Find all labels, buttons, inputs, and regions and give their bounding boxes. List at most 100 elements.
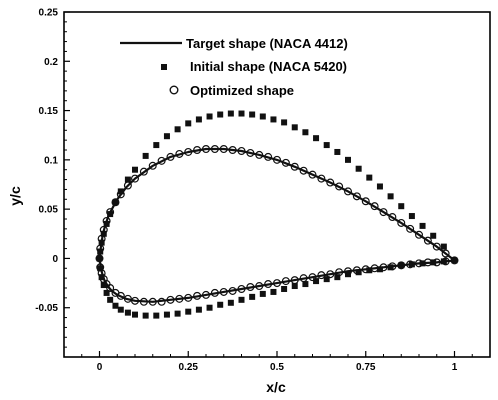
initial-shape-point bbox=[124, 309, 131, 316]
initial-shape-point bbox=[153, 142, 160, 149]
initial-shape-point bbox=[302, 281, 309, 288]
initial-shape-point bbox=[302, 129, 309, 136]
optimized-shape-point bbox=[246, 148, 255, 157]
initial-shape-point bbox=[185, 308, 192, 315]
optimized-shape-point bbox=[228, 286, 237, 295]
y-tick-label: 0 bbox=[52, 254, 58, 265]
initial-shape-point bbox=[249, 293, 256, 300]
initial-shape-point bbox=[238, 296, 245, 303]
initial-shape-point bbox=[238, 110, 245, 117]
optimized-shape-point bbox=[95, 254, 104, 263]
initial-shape-point bbox=[313, 278, 320, 285]
initial-shape-point bbox=[334, 148, 341, 155]
optimized-shape-point bbox=[139, 167, 148, 176]
initial-shape-point bbox=[163, 311, 170, 318]
initial-shape-point bbox=[217, 111, 224, 118]
optimized-shape-point bbox=[308, 273, 317, 282]
optimized-shape-point bbox=[388, 262, 397, 271]
initial-shape-point bbox=[163, 133, 170, 140]
initial-shape-point bbox=[112, 302, 119, 309]
initial-shape-point bbox=[440, 258, 447, 265]
ticks-group: 0 0.25 0.5 0.75 1 -0.05 0 0.05 0.1 0.15 0.2 0.25 bbox=[35, 8, 491, 373]
initial-shape-point bbox=[206, 113, 213, 120]
optimized-shape-point bbox=[202, 145, 211, 154]
optimized-shape-point bbox=[317, 174, 326, 183]
initial-shape-point bbox=[174, 126, 181, 133]
initial-shape-point bbox=[376, 266, 383, 273]
optimized-shape-point bbox=[379, 263, 388, 272]
optimized-shape-point bbox=[184, 147, 193, 156]
optimized-shape-point bbox=[290, 276, 299, 285]
optimized-shape-point bbox=[255, 150, 264, 159]
optimized-shape-point bbox=[264, 152, 273, 161]
optimized-shape-point bbox=[423, 236, 432, 245]
optimized-shape-point bbox=[326, 178, 335, 187]
optimized-shape-point bbox=[415, 230, 424, 239]
initial-shape-point bbox=[291, 124, 298, 131]
legend-marker-initial bbox=[161, 64, 167, 70]
optimized-shape-point bbox=[106, 284, 115, 293]
initial-shape-point bbox=[96, 255, 103, 262]
optimized-shape-point bbox=[352, 266, 361, 275]
initial-shape-point bbox=[124, 176, 131, 183]
optimized-shape-point bbox=[210, 288, 219, 297]
initial-shape-point bbox=[387, 193, 394, 200]
optimized-shape-point bbox=[255, 282, 264, 291]
initial-shape-point bbox=[345, 156, 351, 163]
initial-shape-point bbox=[107, 211, 114, 218]
optimized-shape-point bbox=[228, 146, 237, 155]
initial-shape-point bbox=[355, 165, 362, 172]
optimized-shape-point bbox=[193, 146, 202, 155]
initial-shape-point bbox=[259, 113, 266, 120]
optimized-shape-point bbox=[344, 267, 353, 276]
optimized-shape-point bbox=[406, 260, 415, 269]
optimized-shape-point bbox=[441, 257, 450, 266]
optimized-shape-point bbox=[281, 158, 290, 167]
initial-shape-point bbox=[281, 119, 288, 126]
y-tick-label: 0.1 bbox=[44, 155, 58, 166]
y-tick-label: 0.05 bbox=[39, 205, 59, 216]
initial-shape-point bbox=[313, 135, 320, 142]
optimized-shape-point bbox=[335, 182, 344, 191]
optimized-shape-point bbox=[406, 224, 415, 233]
optimized-shape-point bbox=[432, 258, 441, 267]
initial-shape-point bbox=[112, 199, 119, 206]
optimized-shape-point bbox=[123, 294, 132, 303]
initial-shape-point bbox=[249, 111, 256, 118]
optimized-shape-point bbox=[210, 145, 219, 154]
legend-marker-optimized bbox=[169, 85, 179, 95]
x-tick-label: 0.5 bbox=[270, 362, 284, 373]
optimized-shape-point bbox=[237, 284, 246, 293]
optimized-shape-point bbox=[131, 174, 140, 183]
optimized-shape-point bbox=[450, 256, 459, 265]
optimized-shape-point bbox=[326, 270, 335, 279]
y-tick-label: 0.2 bbox=[44, 57, 58, 68]
optimized-shape-point bbox=[379, 208, 388, 217]
optimized-shape-point bbox=[361, 197, 370, 206]
initial-shape-point bbox=[153, 312, 160, 319]
initial-shape-point bbox=[408, 261, 415, 268]
optimized-shape-point bbox=[116, 291, 125, 300]
initial-shape-point bbox=[103, 289, 110, 296]
legend-label-initial: Initial shape (NACA 5420) bbox=[190, 59, 347, 74]
optimized-shape-point bbox=[202, 290, 211, 299]
initial-shape-point bbox=[419, 222, 426, 229]
optimized-shape-point bbox=[148, 297, 157, 306]
optimized-shape-point bbox=[123, 181, 132, 190]
y-tick-label: 0.25 bbox=[39, 8, 59, 19]
optimized-shape-point bbox=[102, 216, 111, 225]
initial-shape-point bbox=[323, 142, 330, 149]
y-axis-label: y/c bbox=[7, 186, 23, 206]
optimized-shape-point bbox=[361, 265, 370, 274]
optimized-shape-point bbox=[219, 145, 228, 154]
initial-shape-point bbox=[270, 288, 277, 295]
initial-shape-point bbox=[291, 283, 298, 290]
y-tick-label: 0.15 bbox=[39, 106, 59, 117]
initial-shape-point bbox=[107, 296, 114, 303]
x-tick-label: 0 bbox=[97, 362, 103, 373]
optimized-shape-point bbox=[157, 297, 166, 306]
series-layer bbox=[95, 110, 459, 319]
optimized-shape-point bbox=[397, 261, 406, 270]
initial-shape-point bbox=[366, 174, 373, 181]
